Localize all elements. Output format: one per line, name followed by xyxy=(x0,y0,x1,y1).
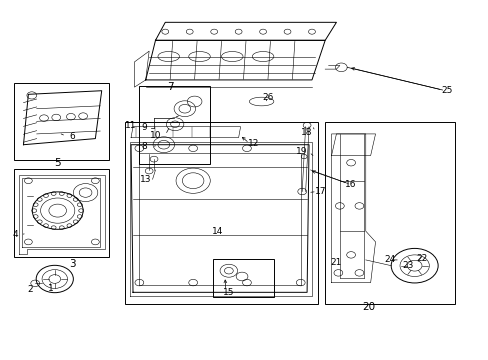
Bar xyxy=(14,83,109,160)
Text: 7: 7 xyxy=(166,82,173,92)
Text: 8: 8 xyxy=(141,143,147,152)
Bar xyxy=(139,86,210,164)
Text: 16: 16 xyxy=(345,180,356,189)
Text: 14: 14 xyxy=(211,227,223,236)
Text: 10: 10 xyxy=(149,130,161,139)
Text: 26: 26 xyxy=(262,93,273,102)
Bar xyxy=(14,169,109,257)
Bar xyxy=(212,259,273,297)
Text: 23: 23 xyxy=(402,261,413,270)
Text: 13: 13 xyxy=(140,175,151,184)
Text: 21: 21 xyxy=(330,258,342,266)
Text: 2: 2 xyxy=(27,285,33,294)
Text: 9: 9 xyxy=(141,123,147,132)
Text: 5: 5 xyxy=(54,158,61,168)
Text: 1: 1 xyxy=(47,284,53,293)
Text: 4: 4 xyxy=(13,230,19,239)
Text: 20: 20 xyxy=(362,302,375,312)
Text: 19: 19 xyxy=(296,148,307,156)
Text: 18: 18 xyxy=(301,128,312,137)
Text: 12: 12 xyxy=(247,139,259,148)
Text: 3: 3 xyxy=(69,258,76,269)
Text: 24: 24 xyxy=(384,256,395,264)
Text: 15: 15 xyxy=(223,288,234,297)
Text: 25: 25 xyxy=(441,86,452,95)
Text: 11: 11 xyxy=(125,121,137,130)
Text: 6: 6 xyxy=(69,132,75,140)
Text: 17: 17 xyxy=(314,187,325,196)
Bar xyxy=(325,122,454,304)
Bar xyxy=(124,122,317,304)
Text: 22: 22 xyxy=(415,254,427,263)
